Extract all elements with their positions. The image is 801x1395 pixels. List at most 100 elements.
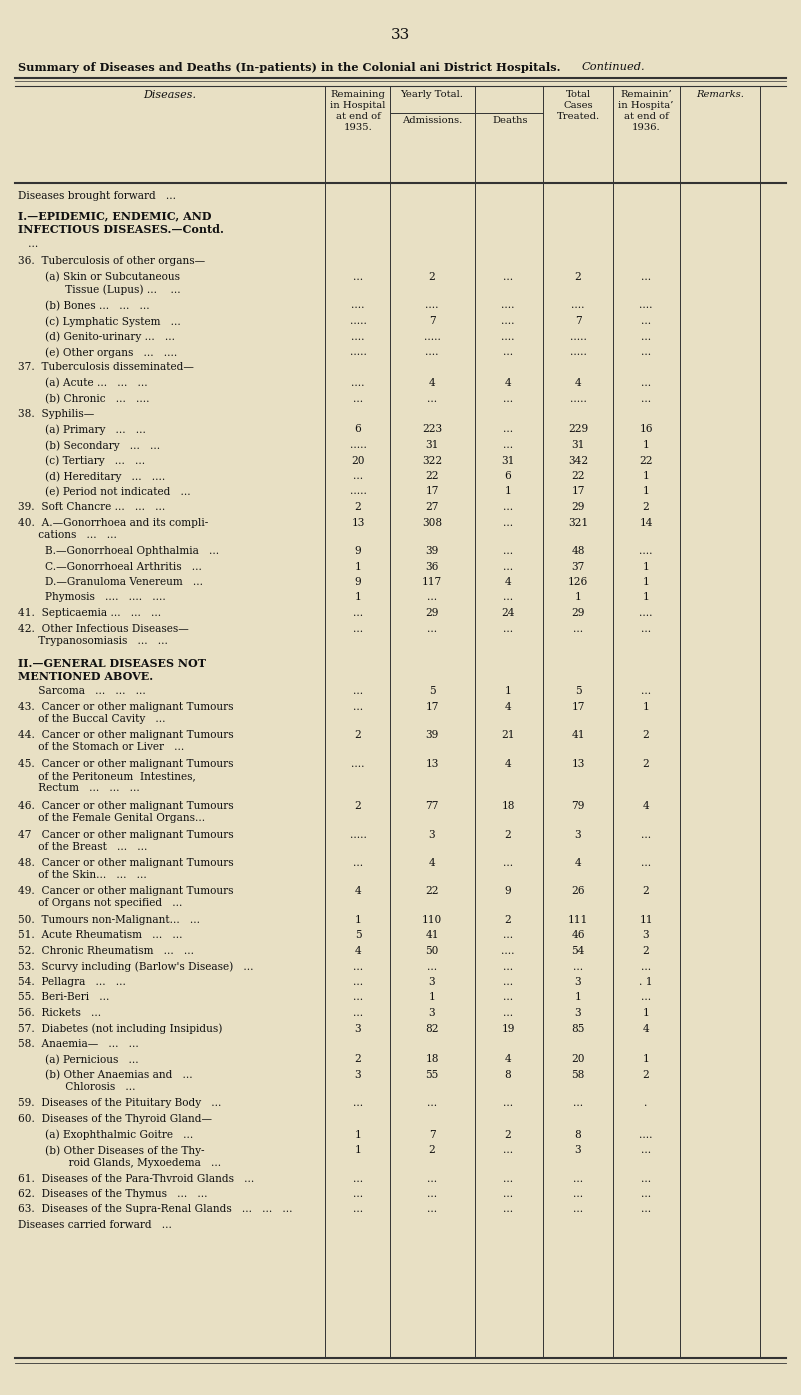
Text: 1: 1 <box>574 593 582 603</box>
Text: ...: ... <box>353 1189 363 1198</box>
Text: 4: 4 <box>574 858 582 868</box>
Text: (a) Pernicious   ...: (a) Pernicious ... <box>18 1055 139 1064</box>
Text: (c) Tertiary   ...   ...: (c) Tertiary ... ... <box>18 456 145 466</box>
Text: 2: 2 <box>574 272 582 282</box>
Text: 2: 2 <box>429 1145 436 1155</box>
Text: 18: 18 <box>425 1055 439 1064</box>
Text: ....: .... <box>352 300 364 311</box>
Text: 82: 82 <box>425 1024 439 1034</box>
Text: 223: 223 <box>422 424 442 434</box>
Text: 7: 7 <box>429 317 436 326</box>
Text: 4: 4 <box>642 1024 650 1034</box>
Text: 2: 2 <box>355 502 361 512</box>
Text: .....: ..... <box>570 332 586 342</box>
Text: 60.  Diseases of the Thyroid Gland—: 60. Diseases of the Thyroid Gland— <box>18 1115 212 1124</box>
Text: 52.  Chronic Rheumatism   ...   ...: 52. Chronic Rheumatism ... ... <box>18 946 194 956</box>
Text: ....: .... <box>639 545 653 557</box>
Text: C.—Gonorrhoeal Arthritis   ...: C.—Gonorrhoeal Arthritis ... <box>18 562 202 572</box>
Text: ...: ... <box>641 961 651 971</box>
Text: 117: 117 <box>422 578 442 587</box>
Text: 1: 1 <box>642 578 650 587</box>
Text: ...: ... <box>641 1189 651 1198</box>
Text: ...: ... <box>503 424 513 434</box>
Text: 18: 18 <box>501 801 515 810</box>
Text: ...: ... <box>641 1145 651 1155</box>
Text: 79: 79 <box>571 801 585 810</box>
Text: ....: .... <box>501 332 515 342</box>
Text: 8: 8 <box>574 1130 582 1140</box>
Text: Summary of Diseases and Deaths (In-patients) in the Colonial ani District Hospit: Summary of Diseases and Deaths (In-patie… <box>18 61 561 73</box>
Text: ...: ... <box>573 1204 583 1215</box>
Text: .....: ..... <box>570 347 586 357</box>
Text: 3: 3 <box>574 1145 582 1155</box>
Text: ...: ... <box>427 593 437 603</box>
Text: (a) Acute ...   ...   ...: (a) Acute ... ... ... <box>18 378 147 388</box>
Text: ....: .... <box>425 347 439 357</box>
Text: 110: 110 <box>422 915 442 925</box>
Text: 2: 2 <box>642 731 650 741</box>
Text: 1: 1 <box>642 593 650 603</box>
Text: 13: 13 <box>425 759 439 769</box>
Text: ...: ... <box>573 624 583 633</box>
Text: 1: 1 <box>429 992 436 1003</box>
Text: ...: ... <box>641 1173 651 1183</box>
Text: 51.  Acute Rheumatism   ...   ...: 51. Acute Rheumatism ... ... <box>18 930 183 940</box>
Text: 13: 13 <box>571 759 585 769</box>
Text: 3: 3 <box>429 830 435 840</box>
Text: 37.  Tuberculosis disseminated—: 37. Tuberculosis disseminated— <box>18 363 194 372</box>
Text: ...: ... <box>353 608 363 618</box>
Text: 56.  Rickets   ...: 56. Rickets ... <box>18 1009 101 1018</box>
Text: ...: ... <box>573 1189 583 1198</box>
Text: 54: 54 <box>571 946 585 956</box>
Text: 2: 2 <box>642 886 650 897</box>
Text: 36.  Tuberculosis of other organs—: 36. Tuberculosis of other organs— <box>18 257 205 266</box>
Text: 22: 22 <box>425 886 439 897</box>
Text: 43.  Cancer or other malignant Tumours
      of the Buccal Cavity   ...: 43. Cancer or other malignant Tumours of… <box>18 702 234 724</box>
Text: 11: 11 <box>639 915 653 925</box>
Text: ...: ... <box>353 1173 363 1183</box>
Text: ...: ... <box>641 686 651 696</box>
Text: Remarks.: Remarks. <box>696 91 744 99</box>
Text: ...: ... <box>503 961 513 971</box>
Text: ....: .... <box>425 300 439 311</box>
Text: (d) Genito-urinary ...   ...: (d) Genito-urinary ... ... <box>18 332 175 342</box>
Text: ...: ... <box>503 393 513 403</box>
Text: ....: .... <box>352 759 364 769</box>
Text: ...: ... <box>427 1098 437 1109</box>
Text: 46: 46 <box>571 930 585 940</box>
Text: 3: 3 <box>429 1009 435 1018</box>
Text: 1: 1 <box>505 686 511 696</box>
Text: (a) Exophthalmic Goitre   ...: (a) Exophthalmic Goitre ... <box>18 1130 193 1140</box>
Text: ...: ... <box>427 624 437 633</box>
Text: 53.  Scurvy including (Barlow's Disease)   ...: 53. Scurvy including (Barlow's Disease) … <box>18 961 253 972</box>
Text: ...: ... <box>353 272 363 282</box>
Text: 3: 3 <box>574 976 582 988</box>
Text: 61.  Diseases of the Para-Thvroid Glands   ...: 61. Diseases of the Para-Thvroid Glands … <box>18 1173 254 1183</box>
Text: 5: 5 <box>574 686 582 696</box>
Text: 21: 21 <box>501 731 515 741</box>
Text: 46.  Cancer or other malignant Tumours
      of the Female Genital Organs...: 46. Cancer or other malignant Tumours of… <box>18 801 234 823</box>
Text: ...: ... <box>427 393 437 403</box>
Text: 7: 7 <box>429 1130 436 1140</box>
Text: ...: ... <box>503 1204 513 1215</box>
Text: (a) Primary   ...   ...: (a) Primary ... ... <box>18 424 146 435</box>
Text: 1: 1 <box>642 487 650 497</box>
Text: 31: 31 <box>425 439 439 451</box>
Text: 38.  Syphilis—: 38. Syphilis— <box>18 409 95 418</box>
Text: (b) Other Anaemias and   ...
              Chlorosis   ...: (b) Other Anaemias and ... Chlorosis ... <box>18 1070 192 1092</box>
Text: 29: 29 <box>571 608 585 618</box>
Text: 4: 4 <box>429 378 436 388</box>
Text: Admissions.: Admissions. <box>402 116 462 126</box>
Text: ....: .... <box>501 300 515 311</box>
Text: (b) Chronic   ...   ....: (b) Chronic ... .... <box>18 393 150 403</box>
Text: ....: .... <box>352 378 364 388</box>
Text: 77: 77 <box>425 801 439 810</box>
Text: Diseases.: Diseases. <box>143 91 196 100</box>
Text: 29: 29 <box>571 502 585 512</box>
Text: ...: ... <box>353 686 363 696</box>
Text: 2: 2 <box>505 830 511 840</box>
Text: 3: 3 <box>574 830 582 840</box>
Text: .....: ..... <box>349 317 366 326</box>
Text: ...: ... <box>353 1098 363 1109</box>
Text: ...: ... <box>641 332 651 342</box>
